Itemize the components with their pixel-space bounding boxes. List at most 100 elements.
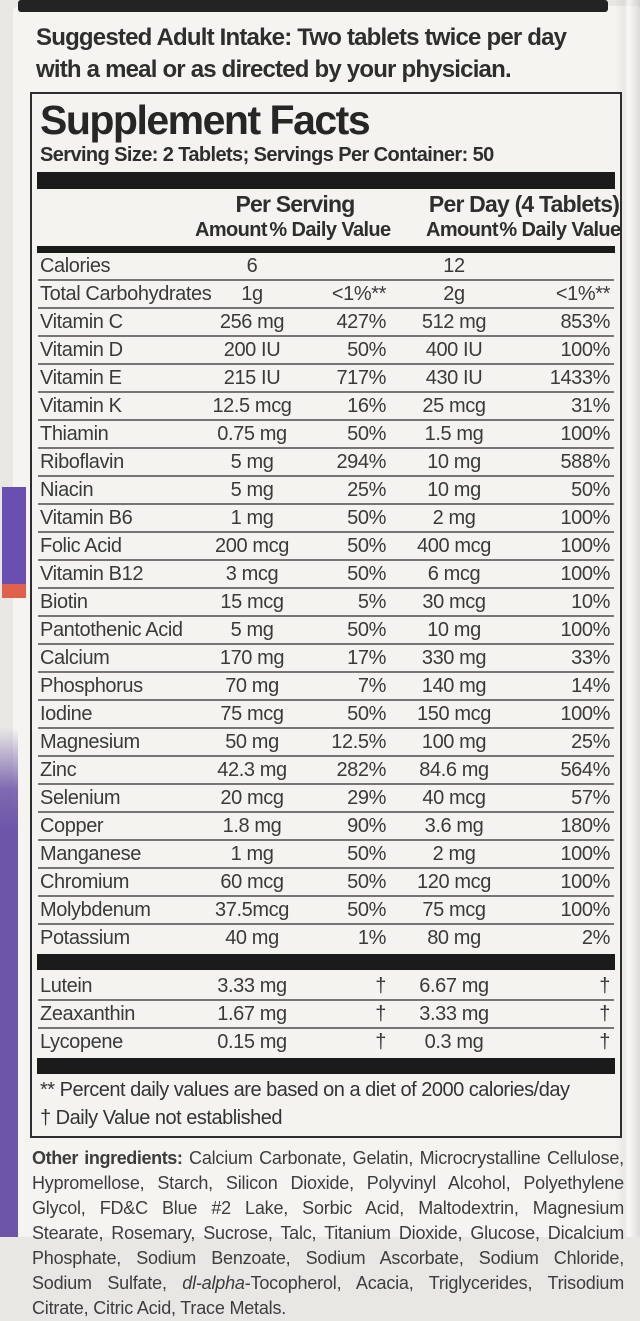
nutrient-name: Iodine <box>40 702 93 725</box>
nutrient-name: Chromium <box>40 870 130 893</box>
nutrient-name: Lutein <box>40 974 93 997</box>
nutrient-name: Vitamin K <box>40 394 122 417</box>
nutrient-row: Vitamin B6 1 mg 50% 2 mg 100% <box>38 503 614 531</box>
amount-per-serving: 50 mg <box>225 730 279 753</box>
amount-per-day: 2 mg <box>432 842 476 865</box>
nutrient-name: Molybdenum <box>40 898 151 921</box>
dv-per-day: 57% <box>571 786 610 809</box>
dv-per-day: 100% <box>560 842 610 865</box>
supplement-facts-title: Supplement Facts <box>40 97 371 143</box>
amount-per-serving: 0.15 mg <box>217 1030 287 1053</box>
intake-line-2: with a meal or as directed by your physi… <box>36 56 512 83</box>
nutrient-name: Zinc <box>40 758 77 781</box>
nutrient-row: Magnesium 50 mg 12.5% 100 mg 25% <box>38 727 614 755</box>
amount-per-serving: 70 mg <box>225 674 279 697</box>
dv-per-day: † <box>599 974 610 997</box>
dv-per-day: 564% <box>560 758 610 781</box>
nutrient-name: Phosphorus <box>40 674 143 697</box>
intake-line-1: Suggested Adult Intake: Two tablets twic… <box>36 24 567 51</box>
nutrient-row: Niacin 5 mg 25% 10 mg 50% <box>38 475 614 503</box>
amount-per-day: 400 mcg <box>417 534 491 557</box>
nutrient-row: Folic Acid 200 mcg 50% 400 mcg 100% <box>38 531 614 559</box>
nutrient-name: Vitamin C <box>40 310 123 333</box>
dv-per-day: 100% <box>560 562 610 585</box>
nutrient-row: Total Carbohydrates 1g <1%** 2g <1%** <box>38 279 614 307</box>
amount-per-day: 6.67 mg <box>419 974 489 997</box>
amount-per-serving: 5 mg <box>230 478 274 501</box>
amount-per-day: 100 mg <box>421 730 487 753</box>
divider-bar-thick-middle <box>37 954 615 970</box>
dv-per-day: 2% <box>581 926 611 949</box>
dv-per-serving: 90% <box>347 814 386 837</box>
dv-per-serving: 12.5% <box>331 730 386 753</box>
amount-per-serving: 3.33 mg <box>217 974 287 997</box>
per-serving-header: Per Serving <box>235 191 355 217</box>
dv-per-day: 588% <box>560 450 610 473</box>
divider-bar-medium <box>37 246 615 253</box>
amount-per-serving: 3 mcg <box>225 562 279 585</box>
label-panel: Suggested Adult Intake: Two tablets twic… <box>30 22 624 1321</box>
amount-per-day: 1.5 mg <box>424 422 484 445</box>
column-sub-header: Amount % Daily Value Amount % Daily Valu… <box>38 219 621 243</box>
amount-per-serving: 60 mcg <box>220 870 284 893</box>
left-edge-orange-strip <box>2 584 26 598</box>
nutrient-row: Vitamin E 215 IU 717% 430 IU 1433% <box>38 363 614 391</box>
nutrient-row: Biotin 15 mcg 5% 30 mcg 10% <box>38 587 614 615</box>
left-edge-purple-strip <box>2 487 26 584</box>
nutrient-row: Calories 6 12 <box>38 253 614 279</box>
divider-bar-thick-bottom <box>37 1058 615 1074</box>
amount-per-day: 2 mg <box>432 506 476 529</box>
amount-per-serving: 1g <box>241 282 263 305</box>
dv-per-serving: 1% <box>357 926 387 949</box>
nutrient-row: Zeaxanthin 1.67 mg † 3.33 mg † <box>38 999 614 1027</box>
dv-per-serving: 282% <box>336 758 386 781</box>
nutrient-name: Lycopene <box>40 1030 123 1053</box>
other-ingredients-italic: dl-alpha <box>182 1273 245 1293</box>
footnote-daily-values: ** Percent daily values are based on a d… <box>40 1079 570 1101</box>
nutrient-name: Zeaxanthin <box>40 1002 135 1025</box>
nutrient-name: Potassium <box>40 926 130 949</box>
dv-per-day: 10% <box>571 590 610 613</box>
dv-per-serving: 50% <box>347 702 386 725</box>
nutrient-row: Vitamin D 200 IU 50% 400 IU 100% <box>38 335 614 363</box>
dv-per-day: 100% <box>560 702 610 725</box>
amount-per-serving: 37.5mcg <box>215 898 289 921</box>
amount-per-serving: 1.67 mg <box>217 1002 287 1025</box>
nutrient-name: Selenium <box>40 786 121 809</box>
dv-per-serving: 717% <box>336 366 386 389</box>
amount-per-serving: 20 mcg <box>220 786 284 809</box>
dv-per-serving: † <box>375 1030 386 1053</box>
dv-per-serving: 7% <box>357 674 387 697</box>
left-edge-purple-panel <box>0 728 18 1237</box>
other-ingredients-label: Other ingredients: <box>32 1148 183 1168</box>
nutrient-name: Vitamin D <box>40 338 123 361</box>
amount-per-serving: 42.3 mg <box>217 758 287 781</box>
supplement-facts-box: Supplement Facts Serving Size: 2 Tablets… <box>30 92 622 1138</box>
dv-per-day: † <box>599 1030 610 1053</box>
amount-per-day: 75 mcg <box>422 898 486 921</box>
dv-per-serving: 50% <box>347 506 386 529</box>
amount-per-day: 10 mg <box>427 450 481 473</box>
amount-per-day: 10 mg <box>427 478 481 501</box>
amount-per-day: 30 mcg <box>422 590 486 613</box>
nutrient-row: Vitamin C 256 mg 427% 512 mg 853% <box>38 307 614 335</box>
nutrient-name: Calcium <box>40 646 110 669</box>
amount-per-day: 80 mg <box>427 926 481 949</box>
dv-per-day: † <box>599 1002 610 1025</box>
amount-per-day: 3.33 mg <box>419 1002 489 1025</box>
nutrient-row: Iodine 75 mcg 50% 150 mcg 100% <box>38 699 614 727</box>
nutrient-row: Phosphorus 70 mg 7% 140 mg 14% <box>38 671 614 699</box>
nutrient-row: Lutein 3.33 mg † 6.67 mg † <box>38 973 614 999</box>
nutrient-name: Manganese <box>40 842 141 865</box>
amount-per-serving: 1.8 mg <box>222 814 282 837</box>
dv-per-day: 100% <box>560 506 610 529</box>
amount-per-serving: 215 IU <box>223 366 281 389</box>
nutrient-row: Pantothenic Acid 5 mg 50% 10 mg 100% <box>38 615 614 643</box>
nutrient-name: Vitamin E <box>40 366 122 389</box>
nutrient-name: Folic Acid <box>40 534 122 557</box>
dv-per-day: 33% <box>571 646 610 669</box>
amount-per-serving: 256 mg <box>219 310 285 333</box>
dv-per-serving: 16% <box>347 394 386 417</box>
dv-per-serving: 50% <box>347 898 386 921</box>
amount-per-serving: 6 <box>246 254 258 277</box>
